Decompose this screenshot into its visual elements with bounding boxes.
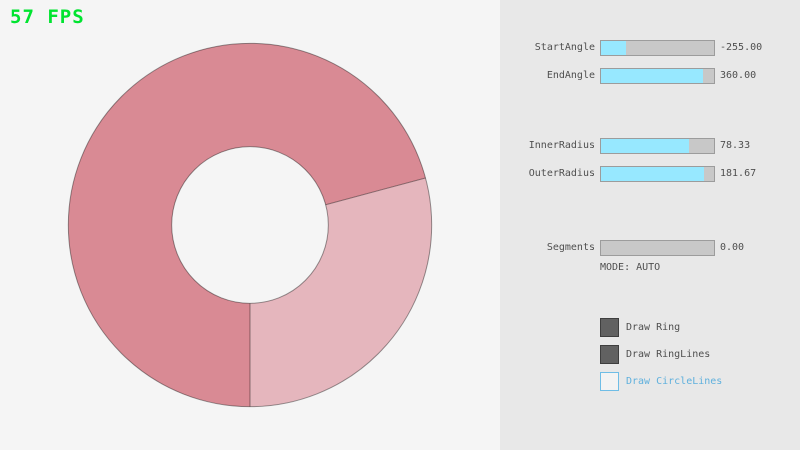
draw-circlelines-row: Draw CircleLines xyxy=(600,372,800,391)
endangle-value: 360.00 xyxy=(720,70,757,81)
draw-ringlines-checkbox[interactable] xyxy=(600,345,619,364)
ring-outer-outline xyxy=(67,42,433,408)
control-panel: StartAngle -255.00 EndAngle 360.00 Inner… xyxy=(500,0,800,450)
endangle-label: EndAngle xyxy=(546,70,595,81)
outerradius-label: OuterRadius xyxy=(528,168,595,179)
innerradius-slider[interactable] xyxy=(600,138,715,154)
startangle-row: StartAngle -255.00 xyxy=(500,40,800,56)
fps-counter: 57 FPS xyxy=(10,6,85,28)
endangle-slider-fill xyxy=(601,69,703,83)
innerradius-slider-fill xyxy=(601,139,690,153)
innerradius-row: InnerRadius 78.33 xyxy=(500,138,800,154)
startangle-label: StartAngle xyxy=(534,42,595,53)
segments-slider[interactable] xyxy=(600,240,715,256)
ring-end-angle-line xyxy=(325,177,426,206)
startangle-slider[interactable] xyxy=(600,40,715,56)
segments-value: 0.00 xyxy=(720,242,745,253)
draw-ringlines-row: Draw RingLines xyxy=(600,345,800,364)
ring-canvas xyxy=(67,42,433,408)
draw-ringlines-label: Draw RingLines xyxy=(626,349,711,360)
draw-ring-checkbox[interactable] xyxy=(600,318,619,337)
segments-label: Segments xyxy=(546,242,595,253)
draw-circlelines-label: Draw CircleLines xyxy=(626,376,723,387)
outerradius-row: OuterRadius 181.67 xyxy=(500,166,800,182)
draw-ring-row: Draw Ring xyxy=(600,318,800,337)
ring-sector-dark xyxy=(68,43,426,407)
draw-circlelines-checkbox[interactable] xyxy=(600,372,619,391)
ring-inner-outline xyxy=(171,146,329,304)
outerradius-slider[interactable] xyxy=(600,166,715,182)
endangle-row: EndAngle 360.00 xyxy=(500,68,800,84)
ring-sector-light xyxy=(250,177,432,407)
startangle-value: -255.00 xyxy=(720,42,763,53)
innerradius-value: 78.33 xyxy=(720,140,751,151)
draw-ring-label: Draw Ring xyxy=(626,322,681,333)
startangle-slider-fill xyxy=(601,41,626,55)
segments-mode-text: MODE: AUTO xyxy=(600,262,661,273)
outerradius-value: 181.67 xyxy=(720,168,757,179)
endangle-slider[interactable] xyxy=(600,68,715,84)
innerradius-label: InnerRadius xyxy=(528,140,595,151)
segments-row: Segments 0.00 xyxy=(500,240,800,256)
outerradius-slider-fill xyxy=(601,167,704,181)
